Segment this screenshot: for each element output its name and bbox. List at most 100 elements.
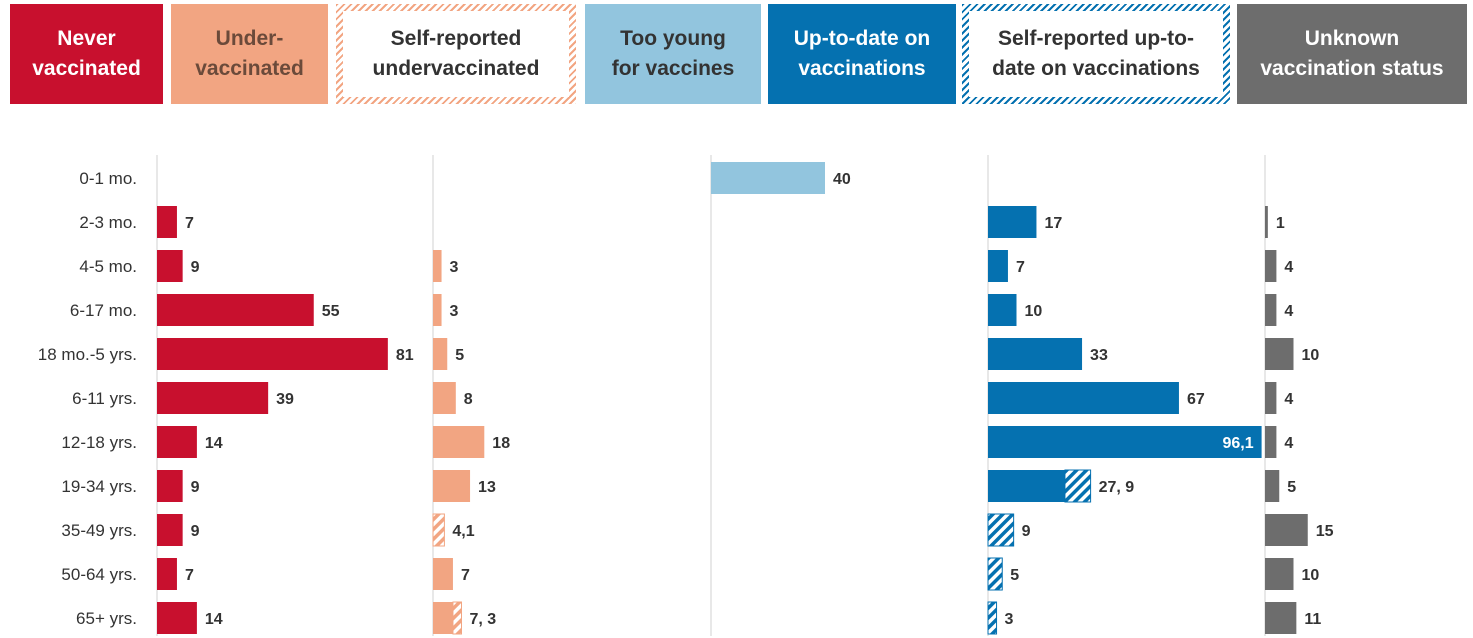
legend-label: Up-to-date on vaccinations: [793, 27, 931, 80]
bar: [433, 426, 485, 458]
bar: [157, 558, 177, 590]
bar: [1265, 470, 1280, 502]
data-label: 39: [276, 391, 294, 408]
legend-self-reported-undervaccinated: Self-reported undervaccinated: [336, 4, 576, 104]
legend-too-young: Too young for vaccines: [585, 4, 761, 104]
data-label: 10: [1302, 567, 1320, 584]
data-label: 7, 3: [470, 611, 497, 628]
bar: [157, 514, 183, 546]
legend-label: Self-reported undervaccinated: [372, 27, 540, 80]
data-label: 5: [1287, 479, 1296, 496]
self-reported-bar: [987, 601, 998, 635]
data-label: 18: [492, 435, 510, 452]
data-label: 27, 9: [1099, 479, 1135, 496]
bar: [1265, 206, 1268, 238]
bar: [1265, 250, 1277, 282]
self-reported-bar: [452, 601, 463, 635]
bar: [433, 382, 456, 414]
self-reported-bar: [432, 513, 445, 547]
self-reported-bar: [987, 557, 1003, 591]
data-label: 9: [191, 523, 200, 540]
data-label: 96,1: [1222, 435, 1253, 452]
bar: [433, 294, 442, 326]
data-label: 17: [1044, 215, 1062, 232]
data-label: 4,1: [452, 523, 474, 540]
bar: [1265, 514, 1308, 546]
data-label: 1: [1276, 215, 1285, 232]
category-label: 50-64 yrs.: [61, 565, 137, 584]
bar: [988, 338, 1083, 370]
category-label: 19-34 yrs.: [61, 477, 137, 496]
data-label: 9: [191, 259, 200, 276]
bar: [988, 206, 1037, 238]
data-label: 4: [1284, 391, 1293, 408]
bar: [157, 602, 197, 634]
legend-label: Unknown vaccination status: [1260, 27, 1444, 80]
data-label: 3: [450, 303, 459, 320]
data-label: 7: [1016, 259, 1025, 276]
legend-self-reported-up-to-date: Self-reported up-to- date on vaccination…: [962, 4, 1230, 104]
bar: [1265, 382, 1277, 414]
category-label: 2-3 mo.: [79, 213, 137, 232]
data-label: 3: [450, 259, 459, 276]
bar: [433, 602, 453, 634]
data-label: 9: [191, 479, 200, 496]
bar: [988, 426, 1262, 458]
data-label: 7: [185, 567, 194, 584]
category-label: 18 mo.-5 yrs.: [38, 345, 137, 364]
data-label: 10: [1302, 347, 1320, 364]
data-label: 14: [205, 435, 223, 452]
legend-under-vaccinated: Under- vaccinated: [171, 4, 328, 104]
legend-label: Self-reported up-to- date on vaccination…: [992, 27, 1200, 80]
legend-label: Too young for vaccines: [611, 27, 735, 80]
data-label: 10: [1025, 303, 1043, 320]
bar: [988, 470, 1065, 502]
bar: [433, 470, 471, 502]
bar: [988, 294, 1017, 326]
category-label: 6-17 mo.: [70, 301, 137, 320]
data-label: 40: [833, 171, 851, 188]
data-label: 4: [1284, 259, 1293, 276]
legend-unknown-status: Unknown vaccination status: [1237, 4, 1467, 104]
data-label: 7: [185, 215, 194, 232]
bar: [711, 162, 825, 194]
data-label: 5: [455, 347, 464, 364]
bar: [1265, 294, 1277, 326]
category-label: 0-1 mo.: [79, 169, 137, 188]
data-label: 5: [1010, 567, 1019, 584]
bar: [157, 206, 177, 238]
data-label: 9: [1022, 523, 1031, 540]
bar: [1265, 338, 1294, 370]
data-label: 67: [1187, 391, 1205, 408]
data-label: 13: [478, 479, 496, 496]
bar: [157, 426, 197, 458]
bar: [157, 294, 314, 326]
legend-up-to-date: Up-to-date on vaccinations: [768, 4, 956, 104]
legend-never-vaccinated: Never vaccinated: [10, 4, 163, 104]
bar: [1265, 426, 1277, 458]
category-label: 12-18 yrs.: [61, 433, 137, 452]
legend-label: Under- vaccinated: [195, 27, 304, 80]
data-label: 4: [1284, 303, 1293, 320]
category-label: 4-5 mo.: [79, 257, 137, 276]
data-label: 14: [205, 611, 223, 628]
bar: [433, 338, 448, 370]
data-label: 4: [1284, 435, 1293, 452]
bar: [433, 250, 442, 282]
bar: [1265, 602, 1297, 634]
bar: [1265, 558, 1294, 590]
bar: [157, 470, 183, 502]
bar: [988, 382, 1179, 414]
bar: [988, 250, 1008, 282]
data-label: 15: [1316, 523, 1334, 540]
data-label: 55: [322, 303, 340, 320]
self-reported-bar: [987, 513, 1015, 547]
category-label: 65+ yrs.: [76, 609, 137, 628]
category-label: 35-49 yrs.: [61, 521, 137, 540]
data-label: 7: [461, 567, 470, 584]
bar: [157, 250, 183, 282]
legend: Never vaccinated Under- vaccinated Self-…: [0, 4, 1473, 108]
bar: [157, 382, 269, 414]
legend-label: Never vaccinated: [32, 27, 141, 80]
